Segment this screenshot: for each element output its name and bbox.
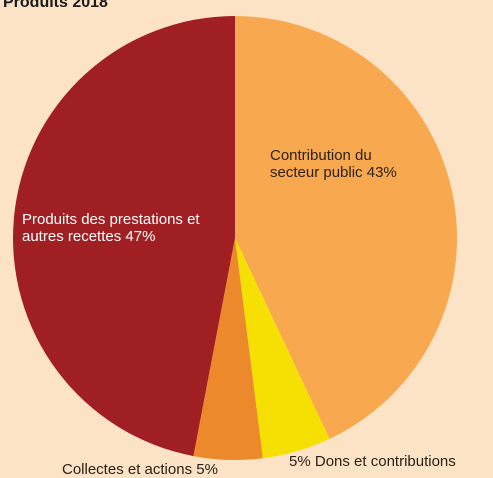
pie-slice (235, 238, 330, 459)
value-label: 43% (366, 164, 397, 181)
slice-label: Contribution du secteur public 43% (270, 147, 410, 181)
pie-slice (235, 16, 458, 439)
slice-label: Collectes et actions 5% (62, 461, 218, 478)
pie-slice (193, 238, 263, 460)
pie-slice (12, 16, 235, 457)
value-label: 5% (289, 453, 311, 470)
value-label: 47% (125, 228, 156, 245)
slice-label: 5% Dons et contributions (289, 453, 456, 470)
category-label: Collectes et actions (62, 461, 193, 478)
chart-title: Produits 2018 (3, 0, 108, 11)
category-label: Contribution du secteur public (270, 147, 372, 181)
category-label: Produits des prestations et autres recet… (22, 211, 200, 245)
slice-label: Produits des prestations et autres recet… (22, 211, 200, 245)
category-label: Dons et contributions (314, 453, 456, 470)
value-label: 5% (196, 461, 218, 478)
